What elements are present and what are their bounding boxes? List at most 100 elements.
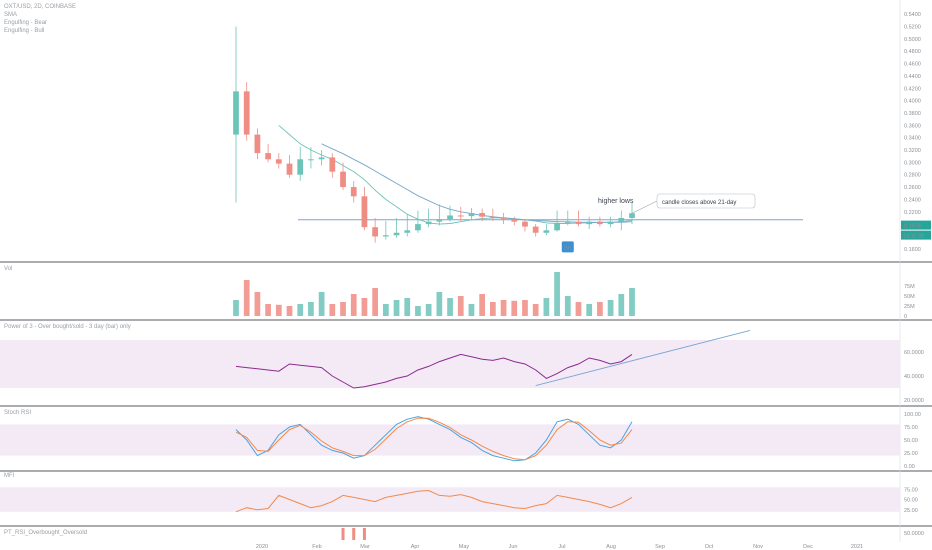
engulfing-marker [561, 241, 574, 253]
price-tick-label: 0.5000 [904, 37, 921, 43]
last-price-label: 0.1976 [904, 224, 921, 230]
candle-body [618, 217, 625, 222]
volume-bar [564, 296, 571, 316]
price-tick-label: 0.4200 [904, 86, 921, 92]
price-pane[interactable]: 0.5400 0.5200 0.5000 0.4800 0.4600 0.4400 0.42… [233, 12, 931, 253]
volume-pane[interactable]: 75M 50M 25M 0 [233, 272, 915, 320]
candle-body [275, 159, 282, 164]
candle-body [308, 159, 314, 161]
volume-tick-label: 25M [904, 304, 915, 310]
candle-body [286, 163, 293, 175]
overbought-oversold-title: PT_RSI_Overbought_Oversold [4, 530, 87, 536]
volume-bar [511, 300, 518, 316]
price-tick-label: 0.2400 [904, 197, 921, 203]
indicator-tick-label: 75.00 [904, 425, 918, 431]
price-tick-label: 0.4000 [904, 99, 921, 105]
time-tick-label: Jul [558, 544, 565, 550]
annotation-callout-box [656, 193, 756, 209]
indicator-tick-label: 60.0000 [904, 350, 924, 356]
price-tick-label: 0.5200 [904, 25, 921, 31]
candle-body [425, 221, 432, 225]
indicator-tick-label: 25.00 [904, 508, 918, 514]
power-of-3-title: Power of 3 - Over bought/sold - 3 day (b… [4, 324, 131, 330]
overbought-oversold-pane[interactable]: 50.0000 [341, 528, 924, 540]
indicator-label-sma: SMA [4, 12, 17, 18]
stoch-rsi-pane[interactable]: 100.00 75.00 50.00 25.00 0.00 [0, 412, 921, 470]
last-price-tag [901, 220, 931, 230]
power-of-3-pane[interactable]: 60.0000 40.0000 20.0000 [0, 329, 924, 404]
indicator-tick-label: 25.00 [904, 451, 918, 457]
volume-title: Vol [4, 266, 12, 272]
candle-body [479, 213, 486, 217]
indicator-label-engulfing-bull: Engulfing - Bull [4, 28, 44, 34]
oversold-mark [352, 528, 356, 540]
candle-body [318, 157, 325, 160]
mfi-pane[interactable]: 75.00 50.00 25.00 [0, 487, 918, 514]
volume-bar [543, 298, 550, 316]
volume-bar [489, 302, 496, 316]
volume-bar [318, 292, 325, 316]
stoch-rsi-title: Stoch RSI [4, 410, 31, 416]
annotation-candle-closes-above: candle closes above 21-day [662, 200, 736, 206]
candle-body [393, 232, 400, 236]
oversold-mark [341, 528, 345, 540]
price-tick-label: 0.4800 [904, 49, 921, 55]
candle-body [350, 187, 357, 197]
candle-body [468, 213, 475, 217]
volume-tick-label: 0 [904, 314, 907, 320]
price-tick-label: 0.4400 [904, 74, 921, 80]
oversold-mark [362, 528, 366, 540]
candle-body [340, 171, 346, 188]
volume-bar [629, 288, 635, 316]
volume-bar [372, 288, 379, 316]
price-tick-label: 0.3200 [904, 148, 921, 154]
candle-body [564, 221, 571, 223]
candle-body [254, 134, 261, 154]
stoch-d-line [235, 417, 633, 461]
volume-bar [554, 272, 560, 316]
volume-bar [350, 294, 357, 316]
volume-bar [522, 300, 528, 316]
candle-body [554, 222, 560, 231]
volume-bar [340, 302, 346, 316]
countdown-label: 14:11:39 [903, 234, 924, 240]
volume-bar [297, 304, 304, 316]
volume-tick-label: 75M [904, 284, 915, 290]
candle-body [447, 215, 453, 220]
volume-bar [308, 302, 314, 316]
indicator-tick-label: 0.00 [904, 464, 915, 470]
mfi-title: MFI [4, 473, 15, 479]
candle-body [265, 153, 271, 160]
volume-bar [479, 294, 486, 316]
volume-bar [243, 280, 250, 316]
volume-bar [597, 302, 603, 316]
candle-body [404, 230, 411, 233]
volume-bar [233, 300, 239, 316]
time-tick-label: 2020 [256, 544, 268, 550]
price-tick-label: 0.1600 [904, 247, 921, 253]
annotation-higher-lows: higher lows [598, 198, 634, 205]
time-tick-label: Apr [411, 544, 420, 550]
indicator-band [0, 487, 900, 512]
indicator-tick-label: 40.0000 [904, 374, 924, 380]
candle-body [233, 91, 239, 135]
candle-body [489, 216, 496, 218]
price-tick-label: 0.3000 [904, 160, 921, 166]
candle-body [575, 221, 582, 225]
candle-body [597, 221, 603, 225]
time-tick-label: Mar [360, 544, 370, 550]
candle-body [372, 227, 379, 237]
indicator-tick-label: 20.0000 [904, 398, 924, 404]
mfi-line [235, 489, 633, 513]
power-of-3-line [235, 353, 633, 389]
time-tick-label: Nov [753, 544, 763, 550]
volume-bar [586, 304, 593, 316]
time-tick-label: Feb [312, 544, 321, 550]
candle-body [543, 230, 550, 233]
time-tick-label: Oct [705, 544, 714, 550]
volume-bar [436, 292, 443, 316]
time-axis: 2020 Feb Mar Apr May Jun Jul Aug Sep Oct Nov Dec 202… [256, 544, 863, 550]
candle-body [415, 224, 421, 231]
volume-bar [607, 300, 614, 316]
